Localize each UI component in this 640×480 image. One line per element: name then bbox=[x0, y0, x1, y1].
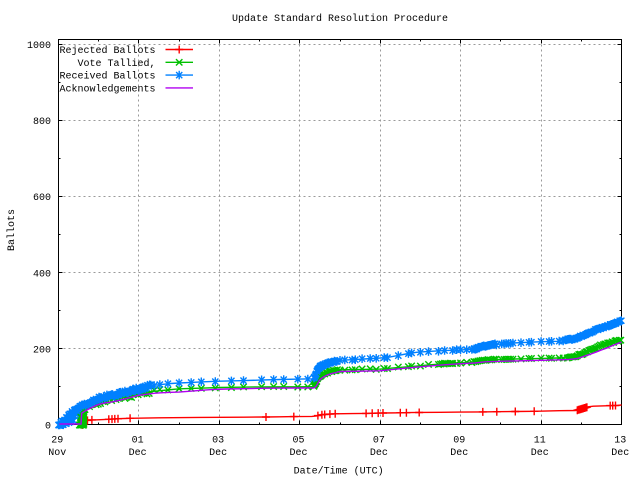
svg-text:Update Standard Resolution Pro: Update Standard Resolution Procedure bbox=[232, 13, 448, 25]
svg-text:Date/Time (UTC): Date/Time (UTC) bbox=[294, 466, 384, 478]
svg-text:Dec: Dec bbox=[531, 448, 549, 459]
svg-text:01: 01 bbox=[132, 436, 144, 447]
svg-text:Dec: Dec bbox=[450, 448, 468, 459]
svg-text:Dec: Dec bbox=[289, 448, 307, 459]
svg-text:03: 03 bbox=[212, 436, 224, 447]
svg-text:1000: 1000 bbox=[27, 41, 51, 52]
svg-text:800: 800 bbox=[33, 117, 51, 128]
svg-text:200: 200 bbox=[33, 345, 51, 356]
svg-text:Dec: Dec bbox=[611, 448, 629, 459]
svg-text:0: 0 bbox=[45, 422, 51, 433]
svg-text:Nov: Nov bbox=[48, 448, 66, 459]
svg-text:Ballots: Ballots bbox=[6, 209, 18, 251]
svg-text:07: 07 bbox=[373, 436, 385, 447]
svg-text:05: 05 bbox=[292, 436, 304, 447]
svg-text:600: 600 bbox=[33, 193, 51, 204]
svg-text:Acknowledgements: Acknowledgements bbox=[59, 83, 155, 95]
svg-text:13: 13 bbox=[614, 436, 626, 447]
svg-text:Dec: Dec bbox=[209, 448, 227, 459]
svg-text:Dec: Dec bbox=[129, 448, 147, 459]
svg-text:Vote Tallied,: Vote Tallied, bbox=[77, 58, 155, 70]
svg-text:Dec: Dec bbox=[370, 448, 388, 459]
svg-text:11: 11 bbox=[534, 436, 546, 447]
svg-text:29: 29 bbox=[51, 436, 63, 447]
svg-text:Received Ballots: Received Ballots bbox=[59, 71, 155, 83]
svg-text:Rejected Ballots: Rejected Ballots bbox=[59, 45, 155, 57]
svg-text:09: 09 bbox=[453, 436, 465, 447]
svg-text:400: 400 bbox=[33, 269, 51, 280]
